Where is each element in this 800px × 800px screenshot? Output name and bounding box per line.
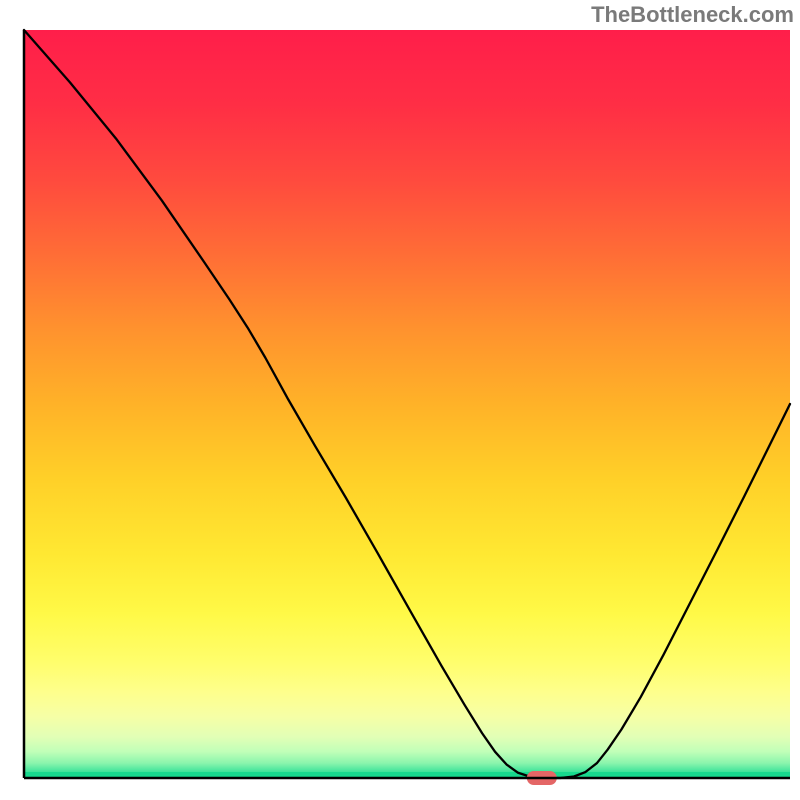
bottleneck-chart	[0, 0, 800, 800]
watermark-text: TheBottleneck.com	[591, 2, 794, 28]
chart-container: TheBottleneck.com	[0, 0, 800, 800]
gradient-background	[24, 30, 790, 778]
